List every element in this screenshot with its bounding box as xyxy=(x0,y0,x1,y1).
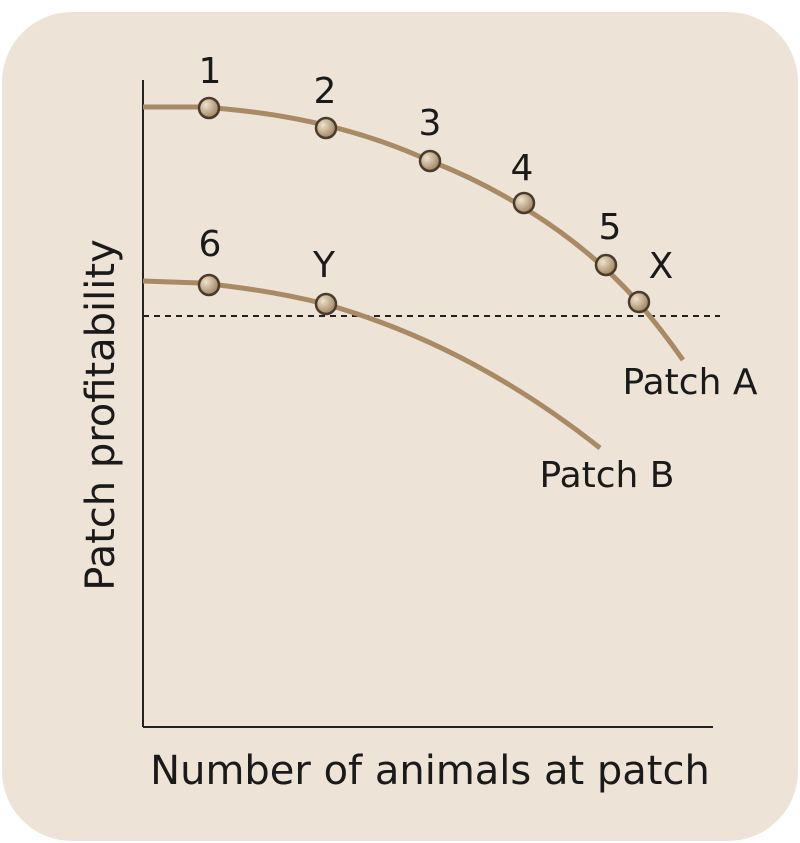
point-label: Y xyxy=(312,245,336,286)
point-label: 1 xyxy=(199,51,222,92)
curve-a xyxy=(143,104,686,362)
points xyxy=(197,96,651,316)
curve-label: Patch B xyxy=(539,455,674,496)
point-label: 2 xyxy=(314,71,337,112)
curve-b xyxy=(142,278,602,450)
point-label: X xyxy=(649,246,674,287)
point xyxy=(418,149,442,173)
point-label: 6 xyxy=(199,224,222,265)
point-label: 4 xyxy=(511,148,534,189)
point xyxy=(314,116,338,140)
point xyxy=(627,290,651,314)
point xyxy=(197,96,221,120)
point-label: 3 xyxy=(419,103,442,144)
point xyxy=(197,273,221,297)
point xyxy=(314,292,338,316)
point-label: 5 xyxy=(599,207,622,248)
point xyxy=(594,253,618,277)
curve-label: Patch A xyxy=(623,362,758,403)
point xyxy=(512,191,536,215)
y-axis-label: Patch profitability xyxy=(78,239,124,590)
x-axis-label: Number of animals at patch xyxy=(150,748,710,794)
panel xyxy=(2,12,798,841)
